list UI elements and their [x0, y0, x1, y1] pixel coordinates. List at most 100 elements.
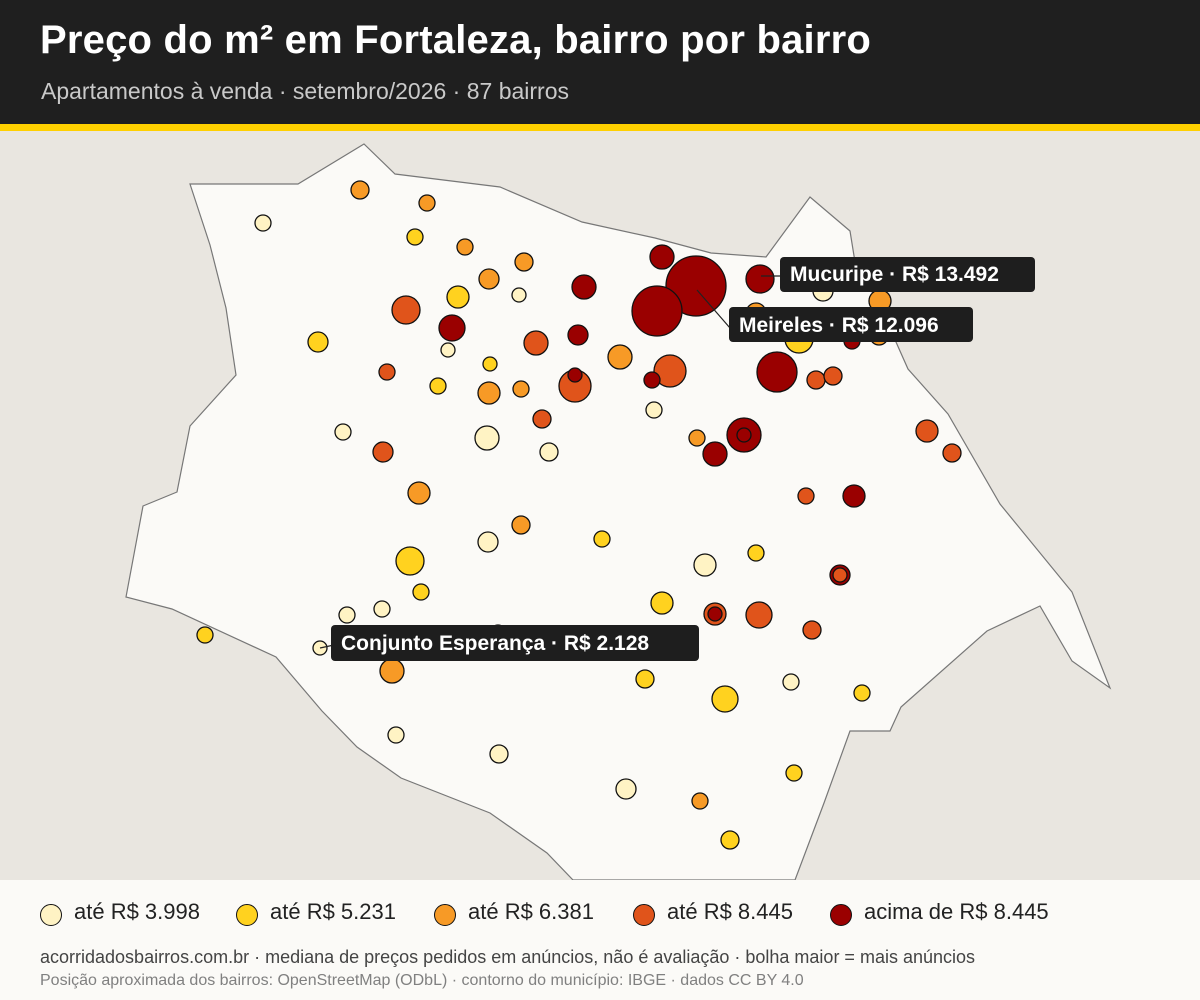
- callout-box-meireles[interactable]: [729, 307, 973, 342]
- neighborhood-bubble[interactable]: [649, 244, 675, 270]
- source-note: acorridadosbairros.com.br · mediana de p…: [40, 947, 976, 967]
- neighborhood-bubble[interactable]: [785, 764, 803, 782]
- callout-box-conjunto-esperanca[interactable]: [331, 625, 699, 661]
- neighborhood-bubble[interactable]: [429, 377, 447, 395]
- neighborhood-bubble[interactable]: [745, 264, 775, 294]
- neighborhood-bubble[interactable]: [478, 268, 500, 290]
- neighborhood-bubble[interactable]: [418, 194, 436, 212]
- neighborhood-bubble[interactable]: [477, 381, 501, 405]
- header-bar: Preço do m² em Fortaleza, bairro por bai…: [0, 0, 1200, 124]
- neighborhood-bubble[interactable]: [482, 356, 498, 372]
- neighborhood-bubble[interactable]: [745, 601, 773, 629]
- neighborhood-bubble[interactable]: [567, 367, 583, 383]
- neighborhood-bubble[interactable]: [338, 606, 356, 624]
- neighborhood-bubble[interactable]: [379, 658, 405, 684]
- callout-label-meireles: Meireles · R$ 12.096: [739, 314, 939, 337]
- neighborhood-bubble[interactable]: [387, 726, 405, 744]
- legend-swatch: [830, 904, 852, 926]
- neighborhood-bubble[interactable]: [802, 620, 822, 640]
- callout-label-mucuripe: Mucuripe · R$ 13.492: [790, 263, 999, 286]
- neighborhood-bubble[interactable]: [823, 366, 843, 386]
- neighborhood-bubble[interactable]: [915, 419, 939, 443]
- neighborhood-bubble[interactable]: [631, 285, 683, 337]
- map-area: Mucuripe · R$ 13.492 Meireles · R$ 12.09…: [0, 131, 1200, 880]
- neighborhood-bubble[interactable]: [942, 443, 962, 463]
- neighborhood-bubble[interactable]: [512, 380, 530, 398]
- neighborhood-bubble[interactable]: [440, 342, 456, 358]
- neighborhood-bubble[interactable]: [645, 401, 663, 419]
- legend-label: até R$ 6.381: [468, 899, 594, 924]
- neighborhood-bubble[interactable]: [653, 354, 687, 388]
- legend-label: até R$ 8.445: [667, 899, 793, 924]
- neighborhood-bubble[interactable]: [334, 423, 352, 441]
- map-subtitle: Apartamentos à venda · setembro/2026 · 8…: [41, 78, 570, 104]
- neighborhood-bubble[interactable]: [693, 553, 717, 577]
- neighborhood-bubble[interactable]: [372, 441, 394, 463]
- neighborhood-bubble[interactable]: [407, 481, 431, 505]
- neighborhood-bubble[interactable]: [412, 583, 430, 601]
- neighborhood-bubble[interactable]: [691, 792, 709, 810]
- neighborhood-bubble[interactable]: [635, 669, 655, 689]
- neighborhood-bubble[interactable]: [438, 314, 466, 342]
- bubble-map: Mucuripe · R$ 13.492 Meireles · R$ 12.09…: [125, 143, 1112, 880]
- neighborhood-bubble[interactable]: [532, 409, 552, 429]
- neighborhood-bubble[interactable]: [797, 487, 815, 505]
- neighborhood-bubble[interactable]: [615, 778, 637, 800]
- attribution-note: Posição aproximada dos bairros: OpenStre…: [40, 972, 804, 989]
- neighborhood-bubble[interactable]: [806, 370, 826, 390]
- legend-swatch: [236, 904, 258, 926]
- neighborhood-bubble[interactable]: [707, 606, 723, 622]
- legend-label: acima de R$ 8.445: [864, 899, 1049, 924]
- map-title: Preço do m² em Fortaleza, bairro por bai…: [40, 18, 872, 62]
- legend-label: até R$ 5.231: [270, 899, 396, 924]
- neighborhood-bubble[interactable]: [511, 287, 527, 303]
- neighborhood-bubble[interactable]: [842, 484, 866, 508]
- neighborhood-bubble[interactable]: [489, 744, 509, 764]
- city-boundary: [125, 143, 1112, 880]
- neighborhood-bubble[interactable]: [395, 546, 425, 576]
- neighborhood-bubble[interactable]: [643, 371, 661, 389]
- neighborhood-bubble[interactable]: [756, 351, 798, 393]
- neighborhood-bubble[interactable]: [378, 363, 396, 381]
- neighborhood-bubble[interactable]: [523, 330, 549, 356]
- neighborhood-bubble[interactable]: [474, 425, 500, 451]
- neighborhood-bubble[interactable]: [406, 228, 424, 246]
- neighborhood-bubble[interactable]: [711, 685, 739, 713]
- neighborhood-bubble[interactable]: [571, 274, 597, 300]
- legend-swatch: [40, 904, 62, 926]
- neighborhood-bubble[interactable]: [567, 324, 589, 346]
- neighborhood-bubble[interactable]: [688, 429, 706, 447]
- neighborhood-bubble[interactable]: [307, 331, 329, 353]
- neighborhood-bubble[interactable]: [350, 180, 370, 200]
- callout-box-mucuripe[interactable]: [780, 257, 1035, 292]
- accent-stripe: [0, 124, 1200, 131]
- neighborhood-bubble[interactable]: [720, 830, 740, 850]
- callout-label-conjunto-esperanca: Conjunto Esperança · R$ 2.128: [341, 632, 649, 655]
- neighborhood-bubble[interactable]: [511, 515, 531, 535]
- neighborhood-bubble[interactable]: [373, 600, 391, 618]
- neighborhood-bubble[interactable]: [477, 531, 499, 553]
- neighborhood-bubble[interactable]: [391, 295, 421, 325]
- neighborhood-bubble[interactable]: [456, 238, 474, 256]
- neighborhood-bubble[interactable]: [514, 252, 534, 272]
- neighborhood-bubble[interactable]: [665, 255, 727, 317]
- neighborhood-bubble[interactable]: [593, 530, 611, 548]
- neighborhood-bubble[interactable]: [650, 591, 674, 615]
- neighborhood-bubble[interactable]: [254, 214, 272, 232]
- footer: até R$ 3.998 até R$ 5.231 até R$ 6.381 até …: [0, 880, 1200, 1000]
- legend-swatch: [633, 904, 655, 926]
- bubble-layer: [196, 180, 962, 850]
- legend-swatch: [434, 904, 456, 926]
- neighborhood-bubble[interactable]: [446, 285, 470, 309]
- callout-layer: Mucuripe · R$ 13.492 Meireles · R$ 12.09…: [319, 257, 1035, 661]
- neighborhood-bubble[interactable]: [607, 344, 633, 370]
- neighborhood-bubble[interactable]: [782, 673, 800, 691]
- legend-label: até R$ 3.998: [74, 899, 200, 924]
- neighborhood-bubble[interactable]: [747, 544, 765, 562]
- neighborhood-bubble[interactable]: [196, 626, 214, 644]
- neighborhood-bubble[interactable]: [736, 427, 752, 443]
- neighborhood-bubble[interactable]: [853, 684, 871, 702]
- neighborhood-bubble[interactable]: [539, 442, 559, 462]
- neighborhood-bubble[interactable]: [832, 567, 848, 583]
- neighborhood-bubble[interactable]: [702, 441, 728, 467]
